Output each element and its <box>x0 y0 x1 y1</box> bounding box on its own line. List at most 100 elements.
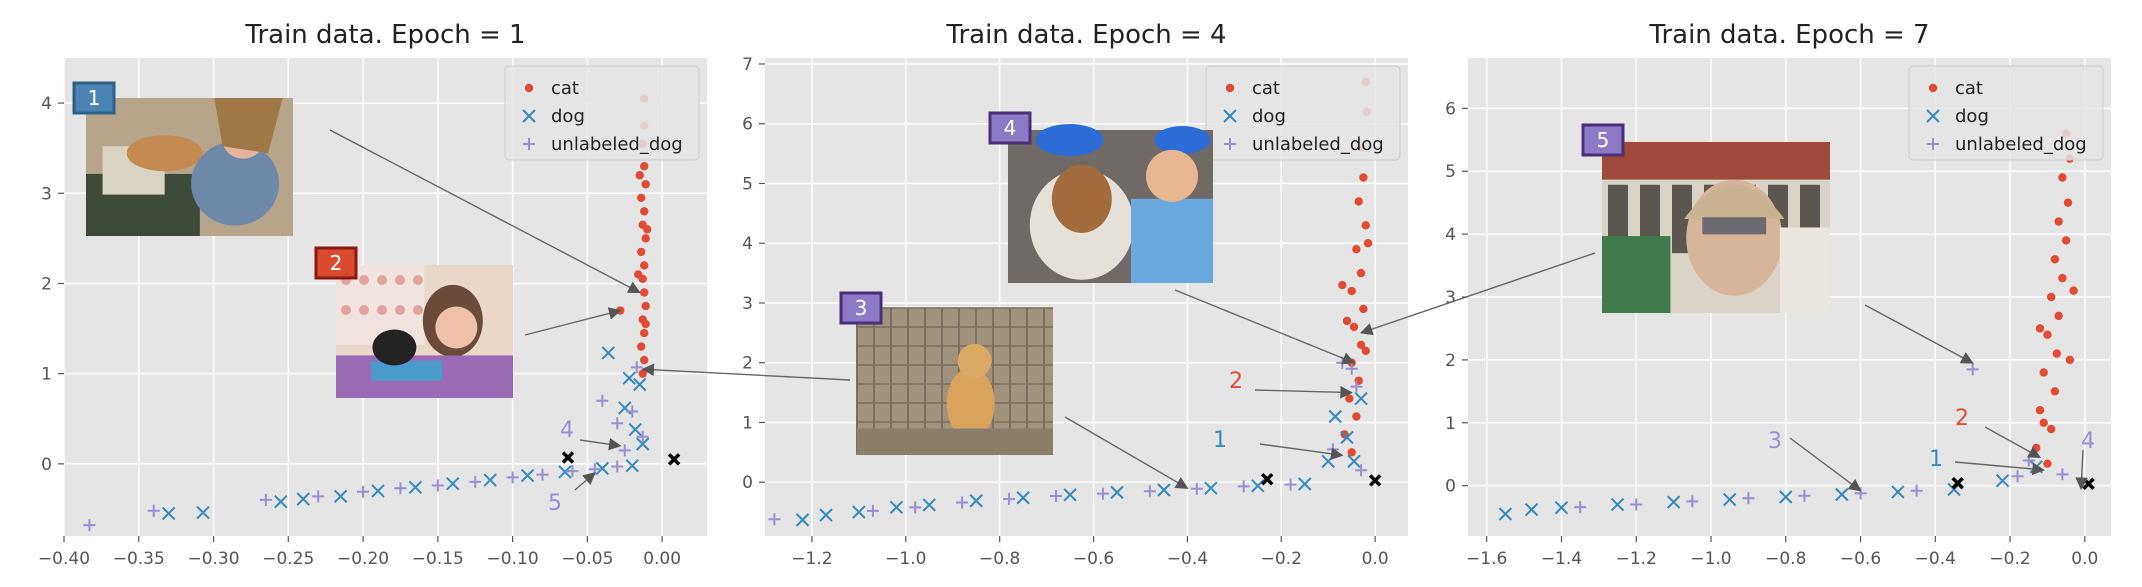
annotation-number: 1 <box>1213 428 1227 453</box>
x-tick-label: −1.6 <box>1466 549 1507 569</box>
dog-point <box>1328 409 1342 424</box>
unlabeled-dog-point <box>1345 362 1358 375</box>
cat-point <box>641 180 650 189</box>
dog-point <box>1110 485 1124 500</box>
photo-smiling-woman <box>1602 142 1830 313</box>
legend: cat dog unlabeled_dog <box>504 65 700 161</box>
annotation-number: 2 <box>1955 406 1969 431</box>
legend: cat dog unlabeled_dog <box>1908 65 2104 161</box>
legend-label: unlabeled_dog <box>1955 134 2087 155</box>
x-tick-label: −0.30 <box>187 549 239 569</box>
dog-point <box>1835 487 1849 502</box>
unlabeled-dog-point <box>1355 464 1368 477</box>
dog-point <box>1063 488 1077 502</box>
unlabeled-dog-point <box>626 405 639 418</box>
dog-point <box>1347 454 1361 469</box>
legend-label: dog <box>1955 106 1989 127</box>
y-tick-label: 0 <box>742 473 753 493</box>
annotation-arrow <box>579 437 622 451</box>
cat-point <box>642 225 652 234</box>
x-tick-label: −0.8 <box>1765 549 1806 569</box>
dog-point <box>1340 430 1354 445</box>
x-tick-label: −0.20 <box>337 549 389 569</box>
cat-point <box>637 193 646 202</box>
cat-point <box>1359 304 1368 314</box>
badge-label: 5 <box>1597 128 1610 152</box>
cat-point <box>1354 197 1363 206</box>
unlabeled-dog-point <box>1284 478 1297 491</box>
badge-label: 1 <box>88 86 101 110</box>
unlabeled-dog-point <box>506 471 519 484</box>
cat-point <box>639 261 649 270</box>
cat-point <box>637 247 646 257</box>
annotation-arrow <box>1259 443 1344 461</box>
unlabeled-dog-point <box>566 465 579 478</box>
x-tick-label: −1.0 <box>1690 549 1731 569</box>
cat-point <box>2063 198 2073 207</box>
x-tick-label: −1.4 <box>1541 549 1582 569</box>
dog-point <box>1779 490 1793 504</box>
dog-point <box>1995 473 2010 488</box>
dog-point <box>196 505 210 520</box>
unlabeled-dog-point <box>1143 485 1156 498</box>
legend-box <box>1205 65 1401 161</box>
y-tick-label: 6 <box>742 115 753 135</box>
cat-point <box>1356 340 1366 349</box>
badge-box <box>1581 123 1625 157</box>
unlabeled-dog-point <box>536 468 549 481</box>
annotation-arrow <box>1254 385 1353 399</box>
annotation-arrow <box>524 307 622 336</box>
annotation-arrow <box>1954 461 2045 476</box>
cat-point <box>1361 346 1370 355</box>
legend-dog-marker <box>1223 109 1237 123</box>
dog-point <box>795 513 810 527</box>
unlabeled-dog-point <box>636 430 649 443</box>
badge-box <box>988 111 1032 145</box>
photo-badge-4: 4 <box>988 111 1032 145</box>
cat-point <box>1342 316 1352 326</box>
legend-label: dog <box>1252 106 1286 127</box>
dog-point <box>625 458 639 473</box>
x-tick-label: 0.0 <box>1362 549 1389 569</box>
legend-cat-marker <box>524 83 534 93</box>
photo-dog-in-kennel <box>856 307 1053 455</box>
unlabeled-dog-point <box>431 479 444 492</box>
cat-point <box>2052 349 2061 358</box>
unlabeled-dog-point <box>1049 489 1062 502</box>
cat-point <box>1352 412 1361 421</box>
dog-point <box>635 437 650 451</box>
cat-point <box>2046 424 2056 434</box>
annotation-arrow <box>641 363 851 381</box>
x-tick-label: 0.0 <box>2071 549 2098 569</box>
unlabeled-dog-point <box>611 460 624 473</box>
y-tick-label: 0 <box>41 455 52 475</box>
cat-point <box>2061 236 2071 245</box>
dog-point <box>601 346 616 360</box>
cat-point <box>2032 443 2041 453</box>
cat-point <box>634 270 643 279</box>
dog-point <box>558 465 572 479</box>
cat-point <box>1361 221 1370 230</box>
chart-title: Train data. Epoch = 4 <box>945 20 1226 50</box>
annotation-arrow <box>1789 437 1862 492</box>
unlabeled-dog-point <box>1190 482 1203 495</box>
x-tick-label: 0.00 <box>643 549 681 569</box>
unlabeled-dog-point <box>394 482 407 495</box>
x-tick-label: −0.4 <box>1915 549 1956 569</box>
cat-point <box>641 234 650 243</box>
dog-point <box>1666 495 1681 509</box>
unlabeled-dog-point <box>1237 480 1250 493</box>
annotation-arrow <box>1359 252 1596 336</box>
unlabeled-dog-point <box>1910 484 1923 497</box>
dog-point <box>1354 391 1368 406</box>
badge-label: 3 <box>855 296 868 320</box>
dog-point <box>819 508 833 522</box>
unlabeled-dog-point <box>866 504 879 517</box>
legend: cat dog unlabeled_dog <box>1205 65 1401 161</box>
legend-label: dog <box>551 106 585 127</box>
unlabeled-dog-point <box>2056 468 2069 481</box>
unlabeled-dog-point <box>2011 470 2024 483</box>
unlabeled-dog-point <box>83 519 96 532</box>
cat-point <box>1352 245 1361 254</box>
dog-point <box>296 492 310 506</box>
